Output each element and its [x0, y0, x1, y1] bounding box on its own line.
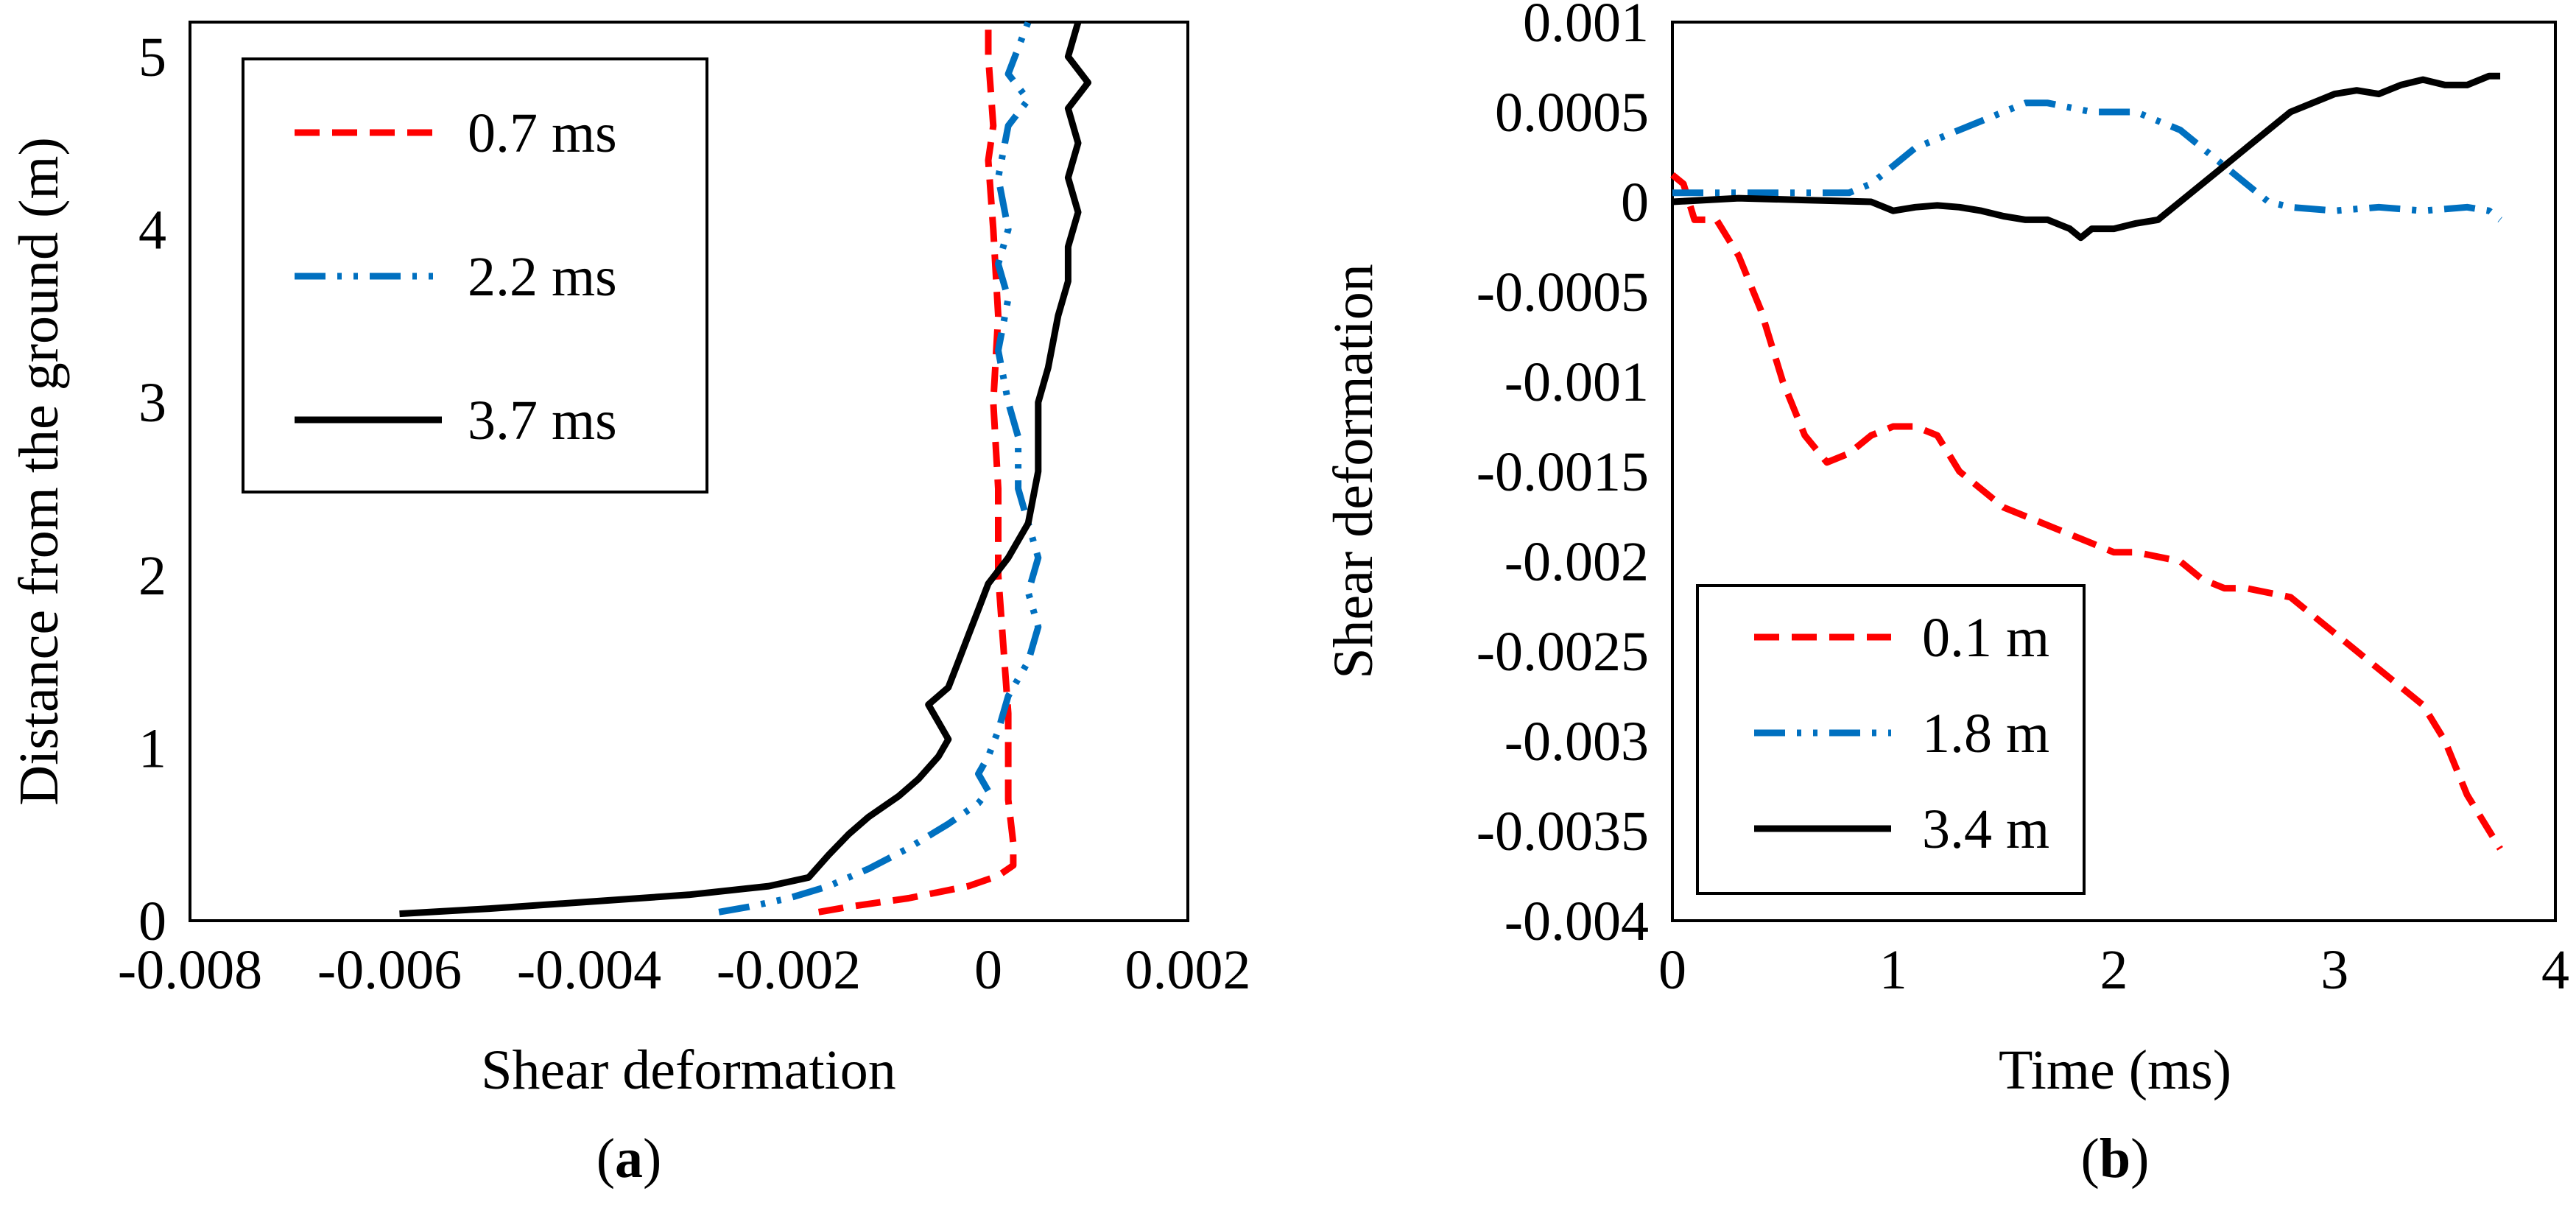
y-tick-label-b-0: -0.004: [1505, 890, 1649, 952]
y-tick-label-b-10: 0.001: [1523, 0, 1649, 54]
series-line-3.4m: [1672, 72, 2501, 242]
x-tick-label-b-2: 2: [2100, 939, 2128, 1001]
x-tick-label-a-1: -0.006: [317, 939, 462, 1001]
panel-letter-b: b: [2100, 1128, 2130, 1190]
legend-label-0.7ms: 0.7 ms: [468, 102, 617, 164]
x-tick-labels-b: 0 1 2 3 4: [1658, 939, 2569, 1001]
legend-a: 0.7 ms 2.2 ms 3.7 ms: [242, 57, 708, 493]
series-lines-b: [1670, 72, 2503, 851]
x-tick-label-b-3: 3: [2320, 939, 2348, 1001]
x-axis-label-a: Shear deformation: [481, 1039, 895, 1101]
x-tick-label-b-4: 4: [2541, 939, 2569, 1001]
y-tick-label-b-6: -0.001: [1505, 351, 1649, 413]
x-tick-label-a-2: -0.004: [517, 939, 661, 1001]
legend-b: 0.1 m 1.8 m 3.4 m: [1696, 584, 2086, 895]
x-tick-label-b-1: 1: [1879, 939, 1907, 1001]
y-tick-label-b-4: -0.002: [1505, 531, 1649, 593]
series-line-0.1m: [1670, 172, 2503, 851]
plot-area-a: [189, 21, 1189, 922]
y-tick-label-b-1: -0.0035: [1477, 801, 1649, 863]
y-tick-label-a-5: 5: [138, 27, 166, 88]
x-tick-label-a-3: -0.002: [717, 939, 861, 1001]
y-tick-labels-b: -0.004 -0.0035 -0.003 -0.0025 -0.002 -0.0015 -…: [1477, 0, 1649, 952]
x-tick-label-a-5: 0.002: [1125, 939, 1251, 1001]
y-tick-label-b-3: -0.0025: [1477, 621, 1649, 683]
panel-letter-a: a: [615, 1128, 643, 1190]
series-line-1.8m: [1672, 99, 2502, 222]
y-tick-label-a-4: 4: [138, 200, 166, 261]
panel-label-b: (b): [2081, 1128, 2150, 1190]
legend-label-2.2ms: 2.2 ms: [468, 246, 617, 308]
y-axis-label-a: Distance from the ground (m): [8, 137, 70, 806]
y-tick-label-b-5: -0.0015: [1477, 441, 1649, 503]
plot-area-b: [1671, 21, 2557, 922]
x-axis-label-b: Time (ms): [1999, 1039, 2231, 1101]
y-tick-label-b-8: 0: [1621, 172, 1649, 233]
y-tick-label-a-3: 3: [138, 372, 166, 434]
legend-label-3.7ms: 3.7 ms: [468, 390, 617, 452]
x-tick-label-a-4: 0: [974, 939, 1002, 1001]
panel-label-a: (a): [597, 1128, 662, 1190]
x-tick-label-a-0: -0.008: [118, 939, 262, 1001]
y-tick-labels-a: 0 1 2 3 4 5: [138, 27, 166, 952]
legend-label-1.8m: 1.8 m: [1922, 703, 2049, 765]
y-tick-label-a-0: 0: [138, 890, 166, 952]
y-tick-label-a-1: 1: [138, 717, 166, 779]
y-tick-label-b-7: -0.0005: [1477, 261, 1649, 323]
x-tick-labels-a: -0.008 -0.006 -0.004 -0.002 0 0.002: [118, 939, 1251, 1001]
x-tick-label-b-0: 0: [1658, 939, 1686, 1001]
y-tick-label-b-2: -0.003: [1505, 711, 1649, 773]
series-line-3.7ms: [399, 21, 1091, 918]
y-axis-label-b: Shear deformation: [1323, 264, 1384, 678]
y-tick-label-b-9: 0.0005: [1495, 82, 1649, 144]
series-line-0.7ms: [817, 22, 1017, 916]
legend-label-3.4m: 3.4 m: [1922, 798, 2049, 860]
legend-label-0.1m: 0.1 m: [1922, 607, 2049, 669]
y-tick-label-a-2: 2: [138, 545, 166, 607]
panel-a: -0.008 -0.006 -0.004 -0.002 0 0.002 0 1 2 3 4 5 Sh…: [8, 21, 1251, 1190]
series-lines-a: [399, 21, 1091, 918]
